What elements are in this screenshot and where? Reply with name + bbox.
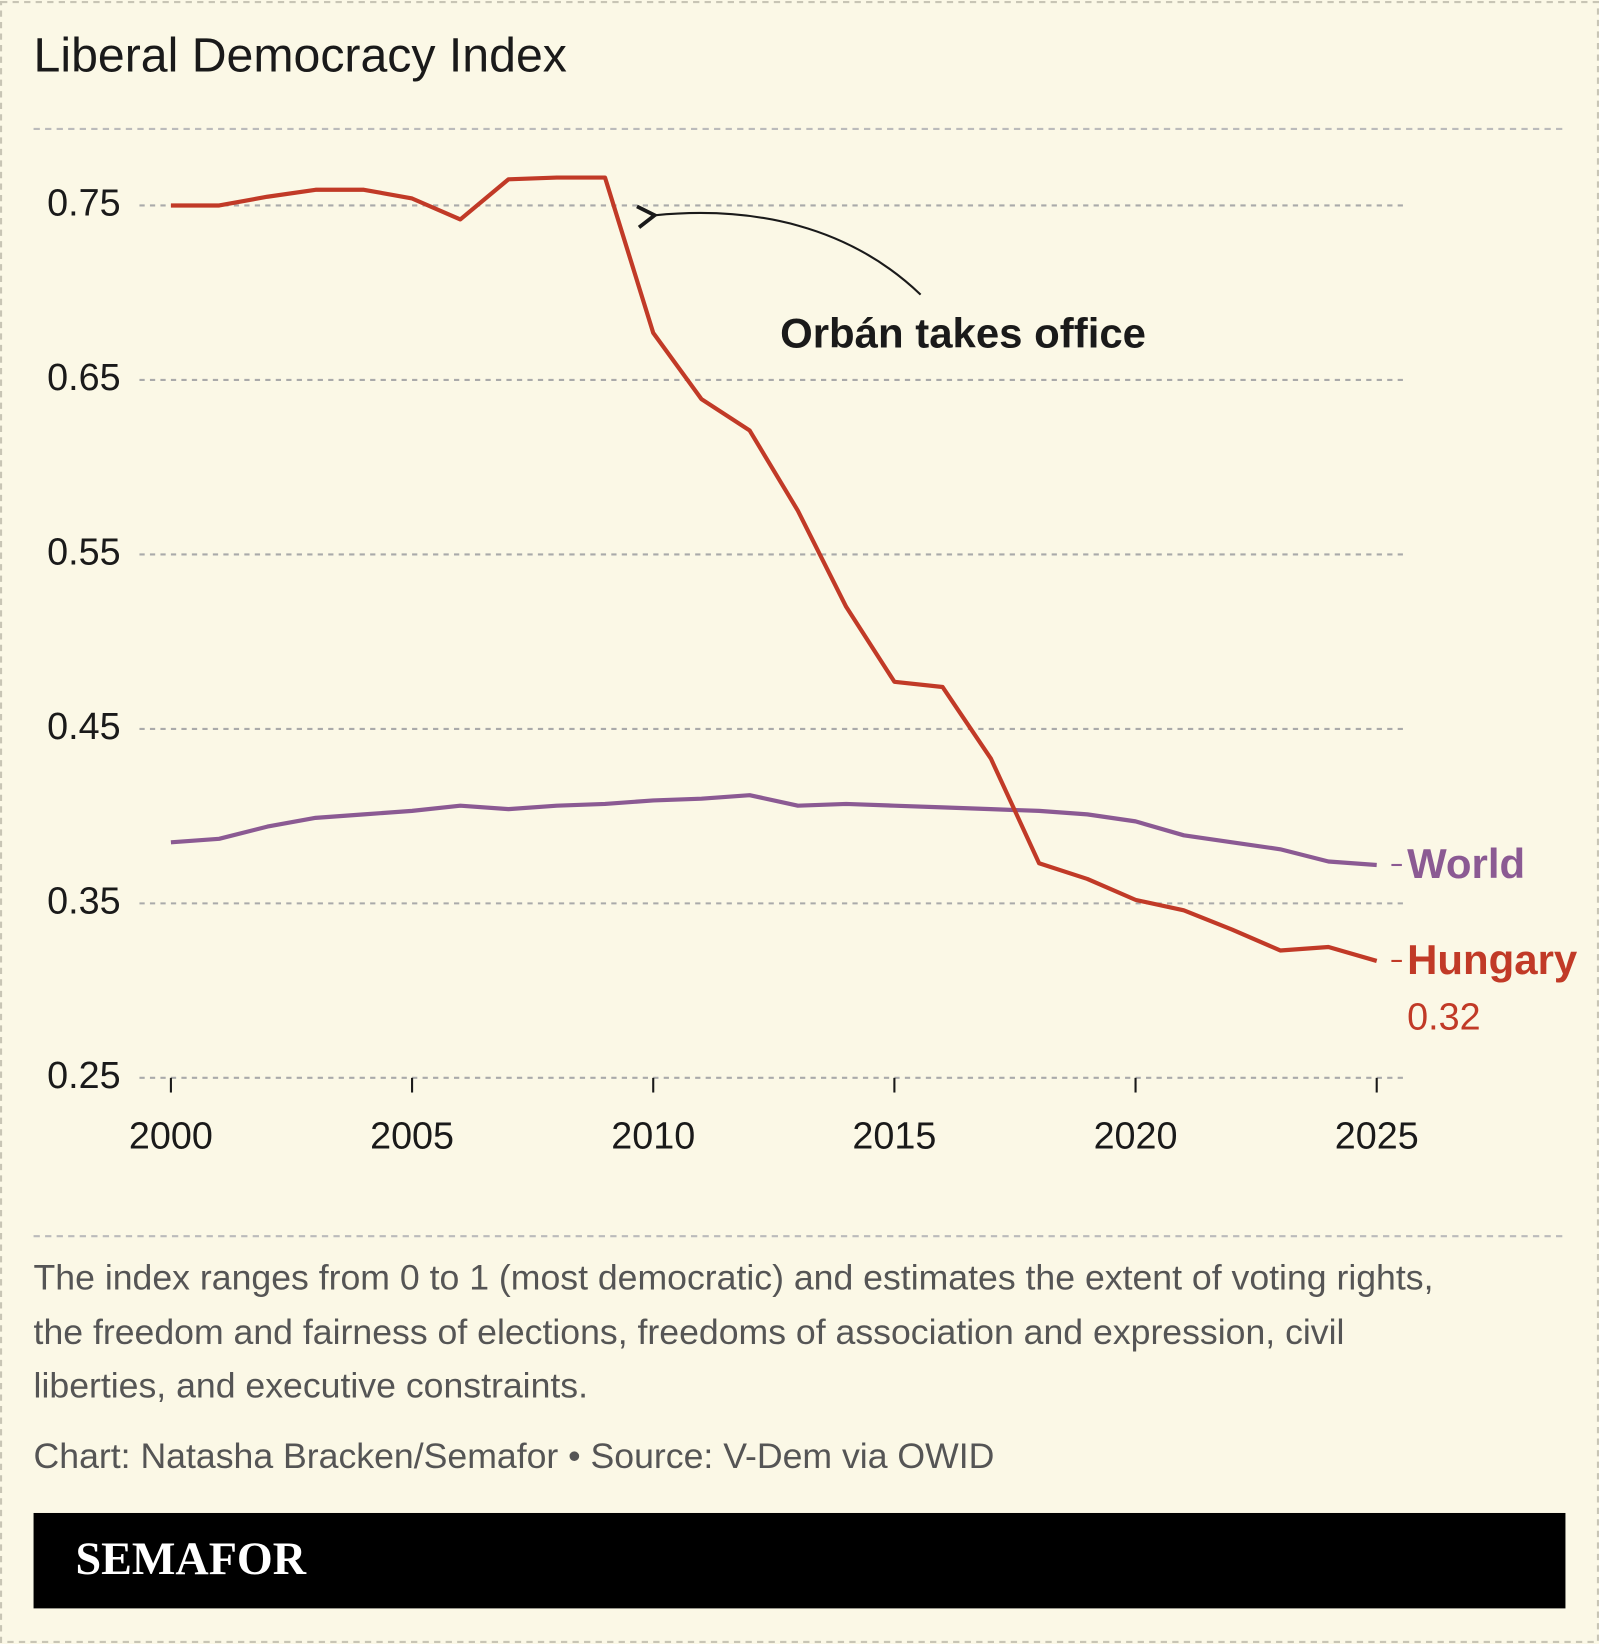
y-tick-label: 0.55 [47,530,120,572]
note-line: liberties, and executive constraints. [34,1366,588,1406]
x-tick-label: 2015 [852,1115,936,1157]
annotation-arrow [636,204,922,296]
brand: SEMAFOR [75,1533,306,1584]
credit: Chart: Natasha Bracken/Semafor • Source:… [34,1436,995,1476]
y-tick-label: 0.45 [47,705,120,747]
legend-label: World [1407,840,1525,887]
brand-bar [33,1512,1566,1609]
x-tick-label: 2020 [1094,1115,1178,1157]
y-tick-label: 0.35 [47,879,120,921]
x-tick-label: 2005 [370,1115,454,1157]
series-line [170,793,1377,868]
y-tick-label: 0.25 [47,1054,120,1096]
note-line: the freedom and fairness of elections, f… [34,1312,1345,1352]
value-label: 0.32 [1407,996,1480,1038]
series-line [170,175,1378,963]
y-tick-label: 0.65 [47,356,120,398]
note-line: The index ranges from 0 to 1 (most democ… [34,1258,1434,1298]
y-tick-label: 0.75 [47,181,120,223]
x-tick-label: 2025 [1335,1115,1419,1157]
x-tick-label: 2000 [129,1115,213,1157]
chart-title: Liberal Democracy Index [34,28,567,82]
annotation: Orbán takes office [780,310,1146,357]
x-tick-label: 2010 [611,1115,695,1157]
legend-label: Hungary [1407,936,1578,983]
